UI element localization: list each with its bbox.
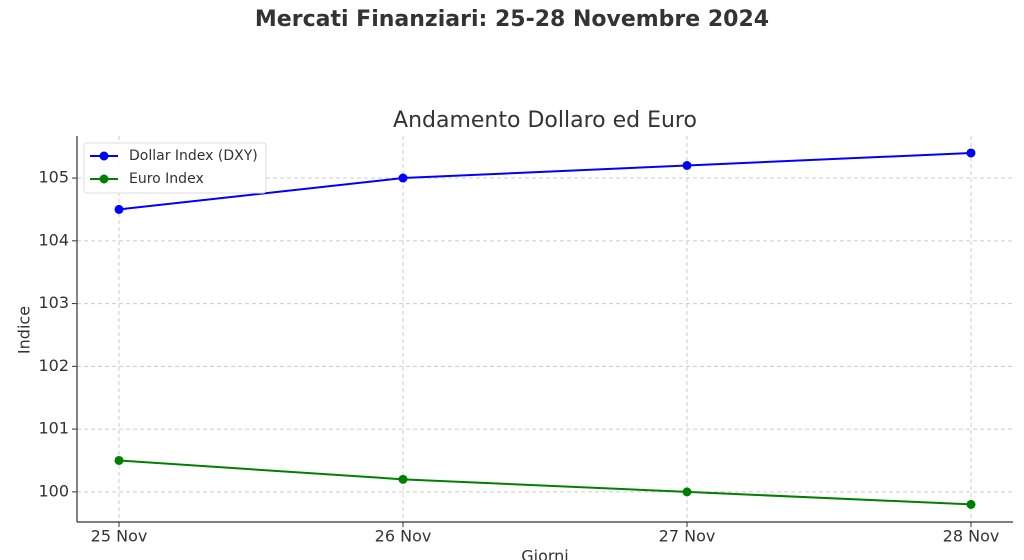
x-tick-label: 27 Nov bbox=[659, 527, 716, 546]
y-tick-label: 103 bbox=[38, 293, 69, 312]
chart-title: Andamento Dollaro ed Euro bbox=[393, 108, 697, 133]
series-line bbox=[118, 151, 972, 211]
y-tick-label: 100 bbox=[38, 481, 69, 500]
legend-label: Euro Index bbox=[129, 171, 204, 187]
legend-label: Dollar Index (DXY) bbox=[129, 148, 258, 164]
data-point bbox=[398, 173, 408, 183]
legend-box bbox=[83, 142, 267, 194]
data-point bbox=[682, 160, 692, 170]
y-tick-label: 102 bbox=[38, 356, 69, 375]
y-tick-label: 105 bbox=[38, 168, 69, 187]
data-point bbox=[114, 455, 124, 465]
y-tick-label: 101 bbox=[38, 419, 69, 438]
data-point bbox=[682, 487, 692, 497]
data-point bbox=[966, 148, 976, 158]
legend: Dollar Index (DXY) Euro Index bbox=[83, 142, 267, 194]
y-tick-label: 104 bbox=[38, 230, 69, 249]
x-tick-label: 26 Nov bbox=[375, 527, 432, 546]
legend-marker bbox=[99, 151, 109, 161]
data-point bbox=[114, 204, 124, 214]
legend-marker bbox=[99, 174, 109, 184]
x-tick-label: 25 Nov bbox=[91, 527, 148, 546]
x-tick-label: 28 Nov bbox=[943, 527, 1000, 546]
y-axis-label: Indice bbox=[15, 306, 34, 354]
data-point bbox=[398, 474, 408, 484]
data-point bbox=[966, 499, 976, 509]
x-axis-label: Giorni bbox=[521, 547, 569, 560]
series-line bbox=[118, 459, 972, 506]
suptitle: Mercati Finanziari: 25-28 Novembre 2024 bbox=[255, 7, 769, 32]
